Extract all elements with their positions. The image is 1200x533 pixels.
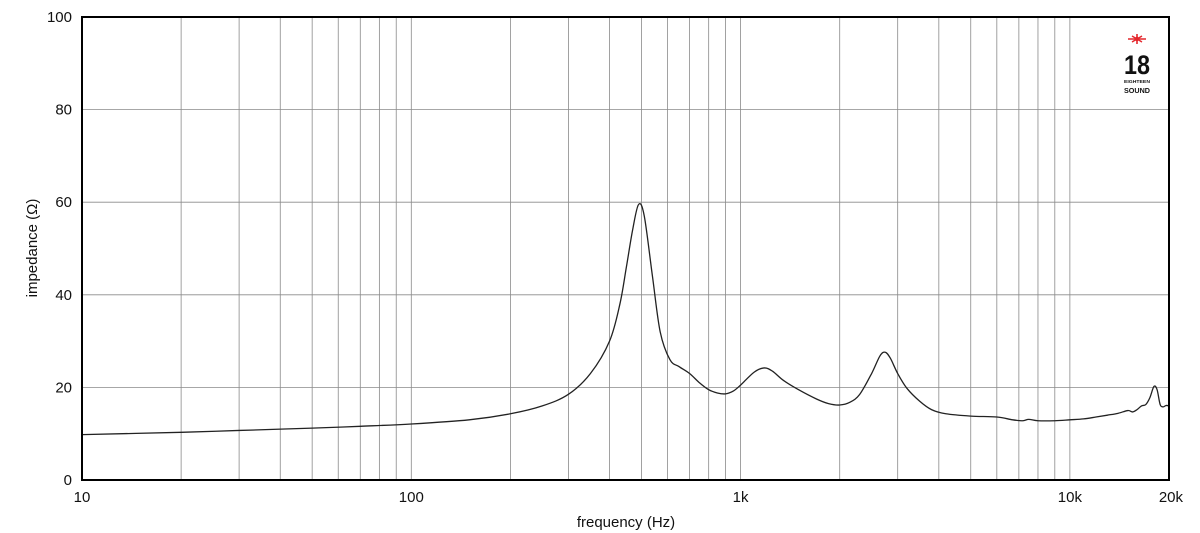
- x-axis-label: frequency (Hz): [577, 514, 675, 531]
- logo-number: 18: [1124, 50, 1150, 80]
- x-tick-label: 20k: [1159, 489, 1184, 506]
- y-tick-label: 100: [47, 9, 72, 26]
- logo-text-sound: SOUND: [1124, 86, 1151, 95]
- logo-text-eighteen: EIGHTEEN: [1124, 79, 1150, 84]
- y-axis-ticks: 0 20 40 60 80 100: [47, 9, 72, 489]
- grid-lines: [82, 17, 1169, 480]
- x-axis-ticks: 10 100 1k 10k 20k: [74, 489, 1184, 506]
- logo-star-icon: [1128, 34, 1146, 44]
- y-axis-label: impedance (Ω): [24, 199, 41, 298]
- x-tick-label: 10: [74, 489, 91, 506]
- y-tick-label: 80: [55, 102, 72, 119]
- eighteen-sound-logo: 18 EIGHTEEN SOUND: [1124, 34, 1151, 95]
- y-tick-label: 0: [64, 472, 72, 489]
- y-tick-label: 20: [55, 379, 72, 396]
- y-tick-label: 40: [55, 287, 72, 304]
- x-tick-label: 10k: [1058, 489, 1083, 506]
- y-tick-label: 60: [55, 194, 72, 211]
- x-tick-label: 1k: [733, 489, 749, 506]
- series-line-impedance: [81, 203, 1170, 436]
- plot-frame: [81, 16, 1170, 481]
- x-tick-label: 100: [399, 489, 424, 506]
